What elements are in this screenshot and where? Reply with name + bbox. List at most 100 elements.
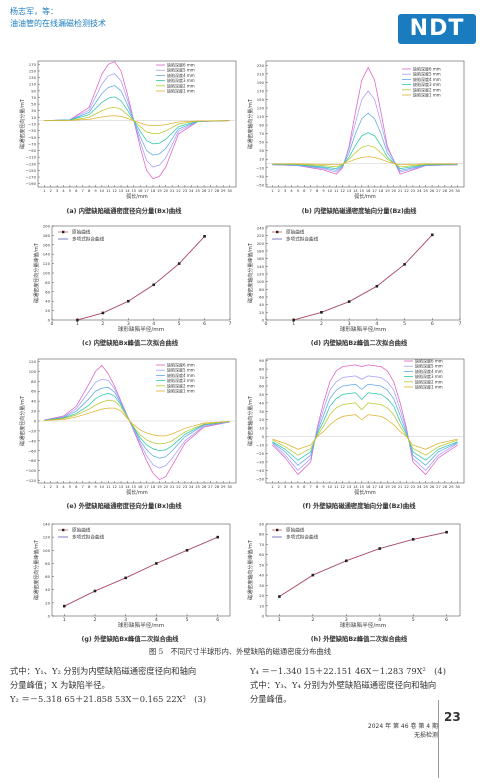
legend-label-1mm: 缺陷深度1 mm [167,88,195,94]
x-tick-label: 13 [347,485,352,489]
data-point [185,548,189,552]
x-tick-label: 7 [310,189,312,193]
legend-label-5mm: 缺陷深度5 mm [167,367,195,373]
plot-frame [265,60,465,188]
x-tick-label: 5 [186,617,189,623]
x-tick-label: 16 [138,189,143,193]
panel-d: 0 20 40 60 80 100 120 140 160 180 200 220 240 0 1 2 3 4 5 6… [246,222,472,347]
running-header: 杨志军，等： 油油管的在线漏磁检测技术 [10,6,106,30]
y-tick-label: 150 [29,68,37,73]
y-tick-label: 100 [43,271,51,276]
x-axis-label: 球形缺陷半径/mm [118,325,164,333]
plot-frame [265,523,461,617]
y-axis-label: 磁通密度径向分量峰值/mT [33,539,40,600]
x-tick-label: 24 [189,189,194,193]
y-tick-label: 200 [43,224,51,229]
y-tick-label: 60 [259,383,264,388]
x-tick-label: 17 [372,189,377,193]
x-tick-label: 20 [391,485,396,489]
left-column-text: 式中：Y₁、Y₂ 分别为内壁缺陷磁通密度径向和轴向 分量峰值；X 为缺陷半径。 … [10,664,235,706]
y-tick-label: 50 [31,102,36,107]
x-tick-label: 20 [163,485,168,489]
y-tick-label: 80 [31,379,36,384]
series-line-4mm [44,386,230,459]
x-tick-label: 22 [404,485,409,489]
x-tick-label: 25 [195,485,200,489]
x-tick-label: 16 [366,485,371,489]
series-line-1mm [272,156,458,166]
x-tick-label: 11 [106,485,111,489]
legend-label-4mm: 缺陷深度4 mm [167,72,195,78]
y-tick-label: −80 [28,458,37,463]
plot-frame [265,225,461,321]
x-tick-label: 5 [69,485,71,489]
x-tick-label: 30 [455,189,460,193]
caption-f: (f) 外壁缺陷磁通密度轴向分量(Bz)曲线 [302,503,416,510]
y-tick-label: 0 [262,318,265,323]
y-axis-label: 磁通密度轴向分量/mT [247,395,254,446]
x-tick-label: 14 [125,189,130,193]
y-tick-label: 140 [43,522,51,527]
y-tick-label: 150 [257,97,265,102]
y-axis-label: 磁通密度径向分量峰值/mT [33,242,40,303]
y-tick-label: 60 [31,389,36,394]
legend-label-1mm: 缺陷深度1 mm [415,384,443,390]
equation-3: Y₂ ＝－5.318 65＋21.858 53X－0.165 22X² (3) [10,694,206,704]
plot-frame [265,358,465,484]
x-tick-label: 21 [170,485,175,489]
y-tick-label: 170 [29,62,37,67]
y-tick-label: −130 [26,161,37,166]
series-line-2mm [272,402,458,456]
x-tick-label: 29 [449,189,454,193]
data-point [177,262,181,265]
x-tick-label: 12 [340,189,345,193]
y-tick-label: −20 [28,428,37,433]
y-tick-label: 90 [259,358,264,363]
y-tick-label: 10 [259,603,264,608]
x-tick-label: 7 [82,485,84,489]
y-tick-label: 60 [45,289,50,294]
y-tick-label: 70 [259,131,264,136]
right-line-3: 分量峰值。 [250,694,292,704]
x-tick-label: 4 [290,485,293,489]
data-point [101,311,105,315]
x-tick-label: 11 [334,485,339,489]
x-tick-label: 1 [278,617,281,623]
caption-d: (d) 内壁缺陷Bz峰值二次拟合曲线 [310,340,408,347]
x-tick-label: 1 [43,189,45,193]
footer-journal: 无损检测 [413,732,438,739]
legend-label-4mm: 缺陷深度4 mm [413,76,441,82]
x-tick-label: 9 [94,189,97,193]
y-tick-label: 80 [259,532,264,537]
x-axis-label: 弧长/mm [354,193,376,200]
x-tick-label: 10 [328,485,333,489]
series-line-5mm [272,90,458,173]
x-tick-label: 25 [195,189,200,193]
x-tick-label: 9 [94,485,97,489]
legend-label-3mm: 缺陷深度3 mm [413,81,441,87]
x-tick-label: 16 [138,485,143,489]
data-point [62,604,66,608]
x-tick-label: 3 [124,617,127,623]
y-tick-label: 10 [259,157,264,162]
page-number: 23 [444,710,461,724]
legend-label-5mm: 缺陷深度5 mm [415,363,443,369]
fit-curve [293,234,433,321]
legend-label-3mm: 缺陷深度3 mm [167,77,195,83]
left-line-2: 分量峰值；X 为缺陷半径。 [10,680,110,690]
data-point [347,300,351,303]
caption-c: (c) 内壁缺陷Bx峰值二次拟合曲线 [81,340,179,347]
caption-e: (e) 外壁缺陷磁通密度径向分量(Bx)曲线 [66,503,182,510]
x-tick-label: 3 [284,189,286,193]
x-tick-label: 24 [417,189,422,193]
y-tick-label: 210 [257,71,265,76]
x-tick-label: 3 [56,189,58,193]
y-tick-label: −120 [26,478,37,483]
y-tick-label: 10 [31,115,36,120]
journal-footer: 2024 年 第 46 卷 第 4 期 无损检测 [368,722,438,740]
legend-label-5mm: 缺陷深度5 mm [413,71,441,77]
right-column-text: Y₄ ＝－1.340 15＋22.151 46X－1.283 79X² (4) … [250,664,475,706]
y-tick-label: 140 [257,264,265,269]
y-tick-label: 0 [262,434,265,439]
y-tick-label: −50 [256,182,265,187]
